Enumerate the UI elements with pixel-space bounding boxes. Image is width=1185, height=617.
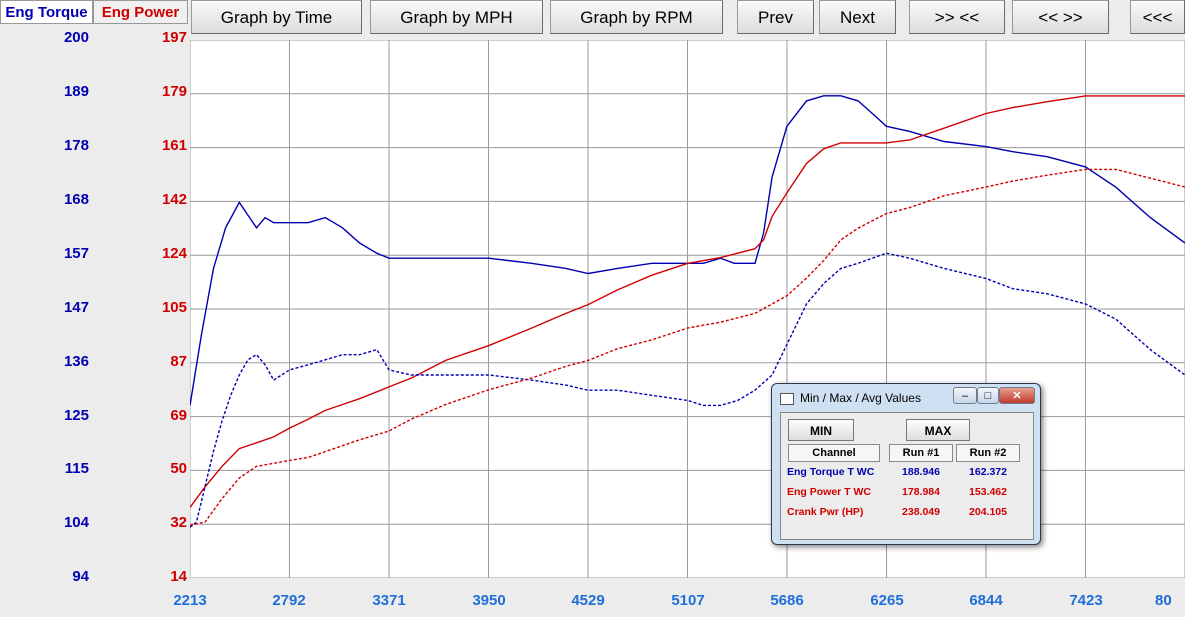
minimize-icon[interactable]: – xyxy=(953,387,977,404)
y-right-tick: 32 xyxy=(170,514,187,531)
x-tick: 6265 xyxy=(870,592,904,609)
x-tick: 5107 xyxy=(671,592,705,609)
run2-header: Run #2 xyxy=(956,444,1020,462)
y-right-tick: 142 xyxy=(161,191,187,208)
y-left-tick: 189 xyxy=(63,83,89,100)
row-run1-power: 178.984 xyxy=(902,486,940,498)
close-icon[interactable]: ✕ xyxy=(999,387,1035,404)
tab-eng-torque[interactable]: Eng Torque xyxy=(0,0,93,24)
y-right-tick: 179 xyxy=(161,83,187,100)
row-run2-torque: 162.372 xyxy=(969,466,1007,478)
series-line-2 xyxy=(190,252,1185,528)
series-line-3 xyxy=(190,168,1185,526)
maximize-icon[interactable]: □ xyxy=(977,387,999,404)
max-button[interactable]: MAX xyxy=(906,419,970,441)
row-run2-power: 153.462 xyxy=(969,486,1007,498)
y-left-tick: 168 xyxy=(63,191,89,208)
graph-by-mph-button[interactable]: Graph by MPH xyxy=(370,0,543,34)
y-right-tick: 197 xyxy=(161,29,187,46)
y-right-tick: 161 xyxy=(161,137,187,154)
window-app-icon xyxy=(780,393,794,405)
min-button[interactable]: MIN xyxy=(788,419,854,441)
y-left-tick: 147 xyxy=(63,299,89,316)
series-line-1 xyxy=(190,95,1185,508)
y-left-tick: 136 xyxy=(63,353,89,370)
y-left-tick: 200 xyxy=(63,29,89,46)
y-left-tick: 125 xyxy=(63,407,89,424)
tab-eng-power[interactable]: Eng Power xyxy=(93,0,188,24)
y-left-tick: 104 xyxy=(63,514,89,531)
graph-by-rpm-button[interactable]: Graph by RPM xyxy=(550,0,723,34)
y-left-tick: 178 xyxy=(63,137,89,154)
y-right-tick: 14 xyxy=(170,568,187,585)
x-tick: 2792 xyxy=(272,592,306,609)
run1-header: Run #1 xyxy=(889,444,953,462)
x-tick: 4529 xyxy=(571,592,605,609)
y-right-tick: 87 xyxy=(170,353,187,370)
zoom-out-button[interactable]: << >> xyxy=(1012,0,1109,34)
y-right-tick: 50 xyxy=(170,460,187,477)
x-tick: 3950 xyxy=(472,592,506,609)
next-button[interactable]: Next xyxy=(819,0,896,34)
y-right-tick: 105 xyxy=(161,299,187,316)
prev-button[interactable]: Prev xyxy=(737,0,814,34)
zoom-in-button[interactable]: >> << xyxy=(909,0,1005,34)
row-channel-torque: Eng Torque T WC xyxy=(787,466,875,478)
y-left-tick: 94 xyxy=(72,568,89,585)
x-tick: 6844 xyxy=(969,592,1003,609)
x-tick: 5686 xyxy=(770,592,804,609)
graph-by-time-button[interactable]: Graph by Time xyxy=(191,0,362,34)
row-run1-crank: 238.049 xyxy=(902,506,940,518)
y-right-tick: 69 xyxy=(170,407,187,424)
x-tick: 3371 xyxy=(372,592,406,609)
y-right-tick: 124 xyxy=(161,245,187,262)
series-line-0 xyxy=(190,95,1185,406)
row-channel-crank: Crank Pwr (HP) xyxy=(787,506,864,518)
x-tick: 7423 xyxy=(1069,592,1103,609)
scroll-left-button[interactable]: <<< xyxy=(1130,0,1185,34)
rpm-graph[interactable] xyxy=(190,40,1185,578)
y-left-tick: 157 xyxy=(63,245,89,262)
x-tick: 2213 xyxy=(173,592,207,609)
row-run1-torque: 188.946 xyxy=(902,466,940,478)
min-max-avg-window[interactable]: Min / Max / Avg Values – □ ✕ MIN MAX Cha… xyxy=(771,383,1041,545)
window-body: MIN MAX Channel Run #1 Run #2 Eng Torque… xyxy=(780,412,1034,540)
row-channel-power: Eng Power T WC xyxy=(787,486,871,498)
x-tick: 80 xyxy=(1155,592,1172,609)
y-left-tick: 115 xyxy=(64,460,89,477)
row-run2-crank: 204.105 xyxy=(969,506,1007,518)
window-title: Min / Max / Avg Values xyxy=(800,391,921,405)
channel-header: Channel xyxy=(788,444,880,462)
